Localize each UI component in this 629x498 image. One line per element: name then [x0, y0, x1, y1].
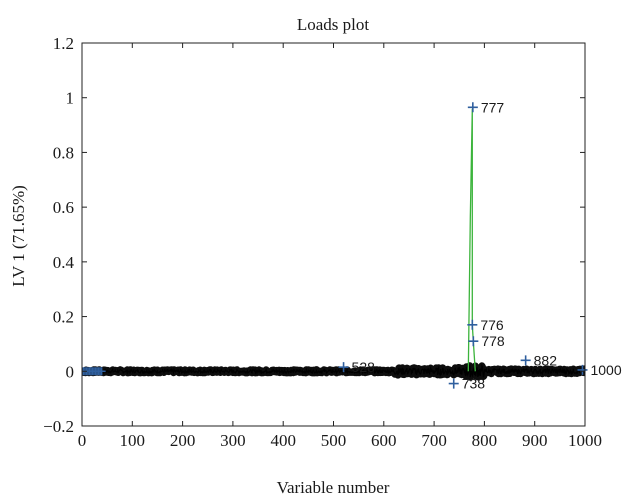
- point-marker: [520, 355, 531, 366]
- point-marker: [468, 336, 479, 347]
- point-label: 738: [462, 376, 486, 392]
- y-axis-label: LV 1 (71.65%): [9, 185, 28, 287]
- y-tick-label: 0.6: [53, 198, 74, 217]
- x-tick-label: 200: [170, 431, 196, 450]
- point-label: 1000: [590, 362, 621, 378]
- x-tick-label: 700: [421, 431, 447, 450]
- point-label: 776: [480, 317, 504, 333]
- point-marker: [467, 102, 478, 113]
- data-clip-group: [82, 108, 585, 381]
- x-tick-label: 800: [472, 431, 498, 450]
- y-tick-label: 0: [66, 362, 75, 381]
- y-tick-label: 0.4: [53, 253, 75, 272]
- x-tick-label: 100: [120, 431, 146, 450]
- point-marker: [448, 378, 459, 389]
- chart-title: Loads plot: [297, 15, 370, 34]
- x-axis: 0 100 200 300 400 500 600 700 800 900 1000: [78, 43, 602, 450]
- x-tick-label: 900: [522, 431, 548, 450]
- x-axis-label: Variable number: [277, 478, 390, 497]
- point-label: 778: [481, 333, 505, 349]
- point-marker: [577, 364, 588, 375]
- x-tick-label: 400: [270, 431, 296, 450]
- y-tick-label: 1: [66, 89, 75, 108]
- point-label: 528: [352, 359, 376, 375]
- x-tick-label: 0: [78, 431, 87, 450]
- x-tick-label: 300: [220, 431, 246, 450]
- data-layer: [82, 108, 585, 381]
- y-tick-label: 0.2: [53, 308, 74, 327]
- y-axis: −0.2 0 0.2 0.4 0.6 0.8 1 1.2: [43, 34, 585, 436]
- x-tick-label: 1000: [568, 431, 602, 450]
- x-tick-label: 600: [371, 431, 397, 450]
- point-marker: [467, 319, 478, 330]
- point-label: 882: [534, 352, 558, 368]
- y-tick-label: −0.2: [43, 417, 74, 436]
- x-tick-label: 500: [321, 431, 347, 450]
- point-label: 777: [481, 99, 505, 115]
- y-tick-label: 1.2: [53, 34, 74, 53]
- y-tick-label: 0.8: [53, 143, 74, 162]
- baseline-trace: [82, 363, 585, 378]
- series-marker: [97, 367, 106, 376]
- peak-line: [467, 108, 476, 372]
- point-marker: [338, 362, 349, 373]
